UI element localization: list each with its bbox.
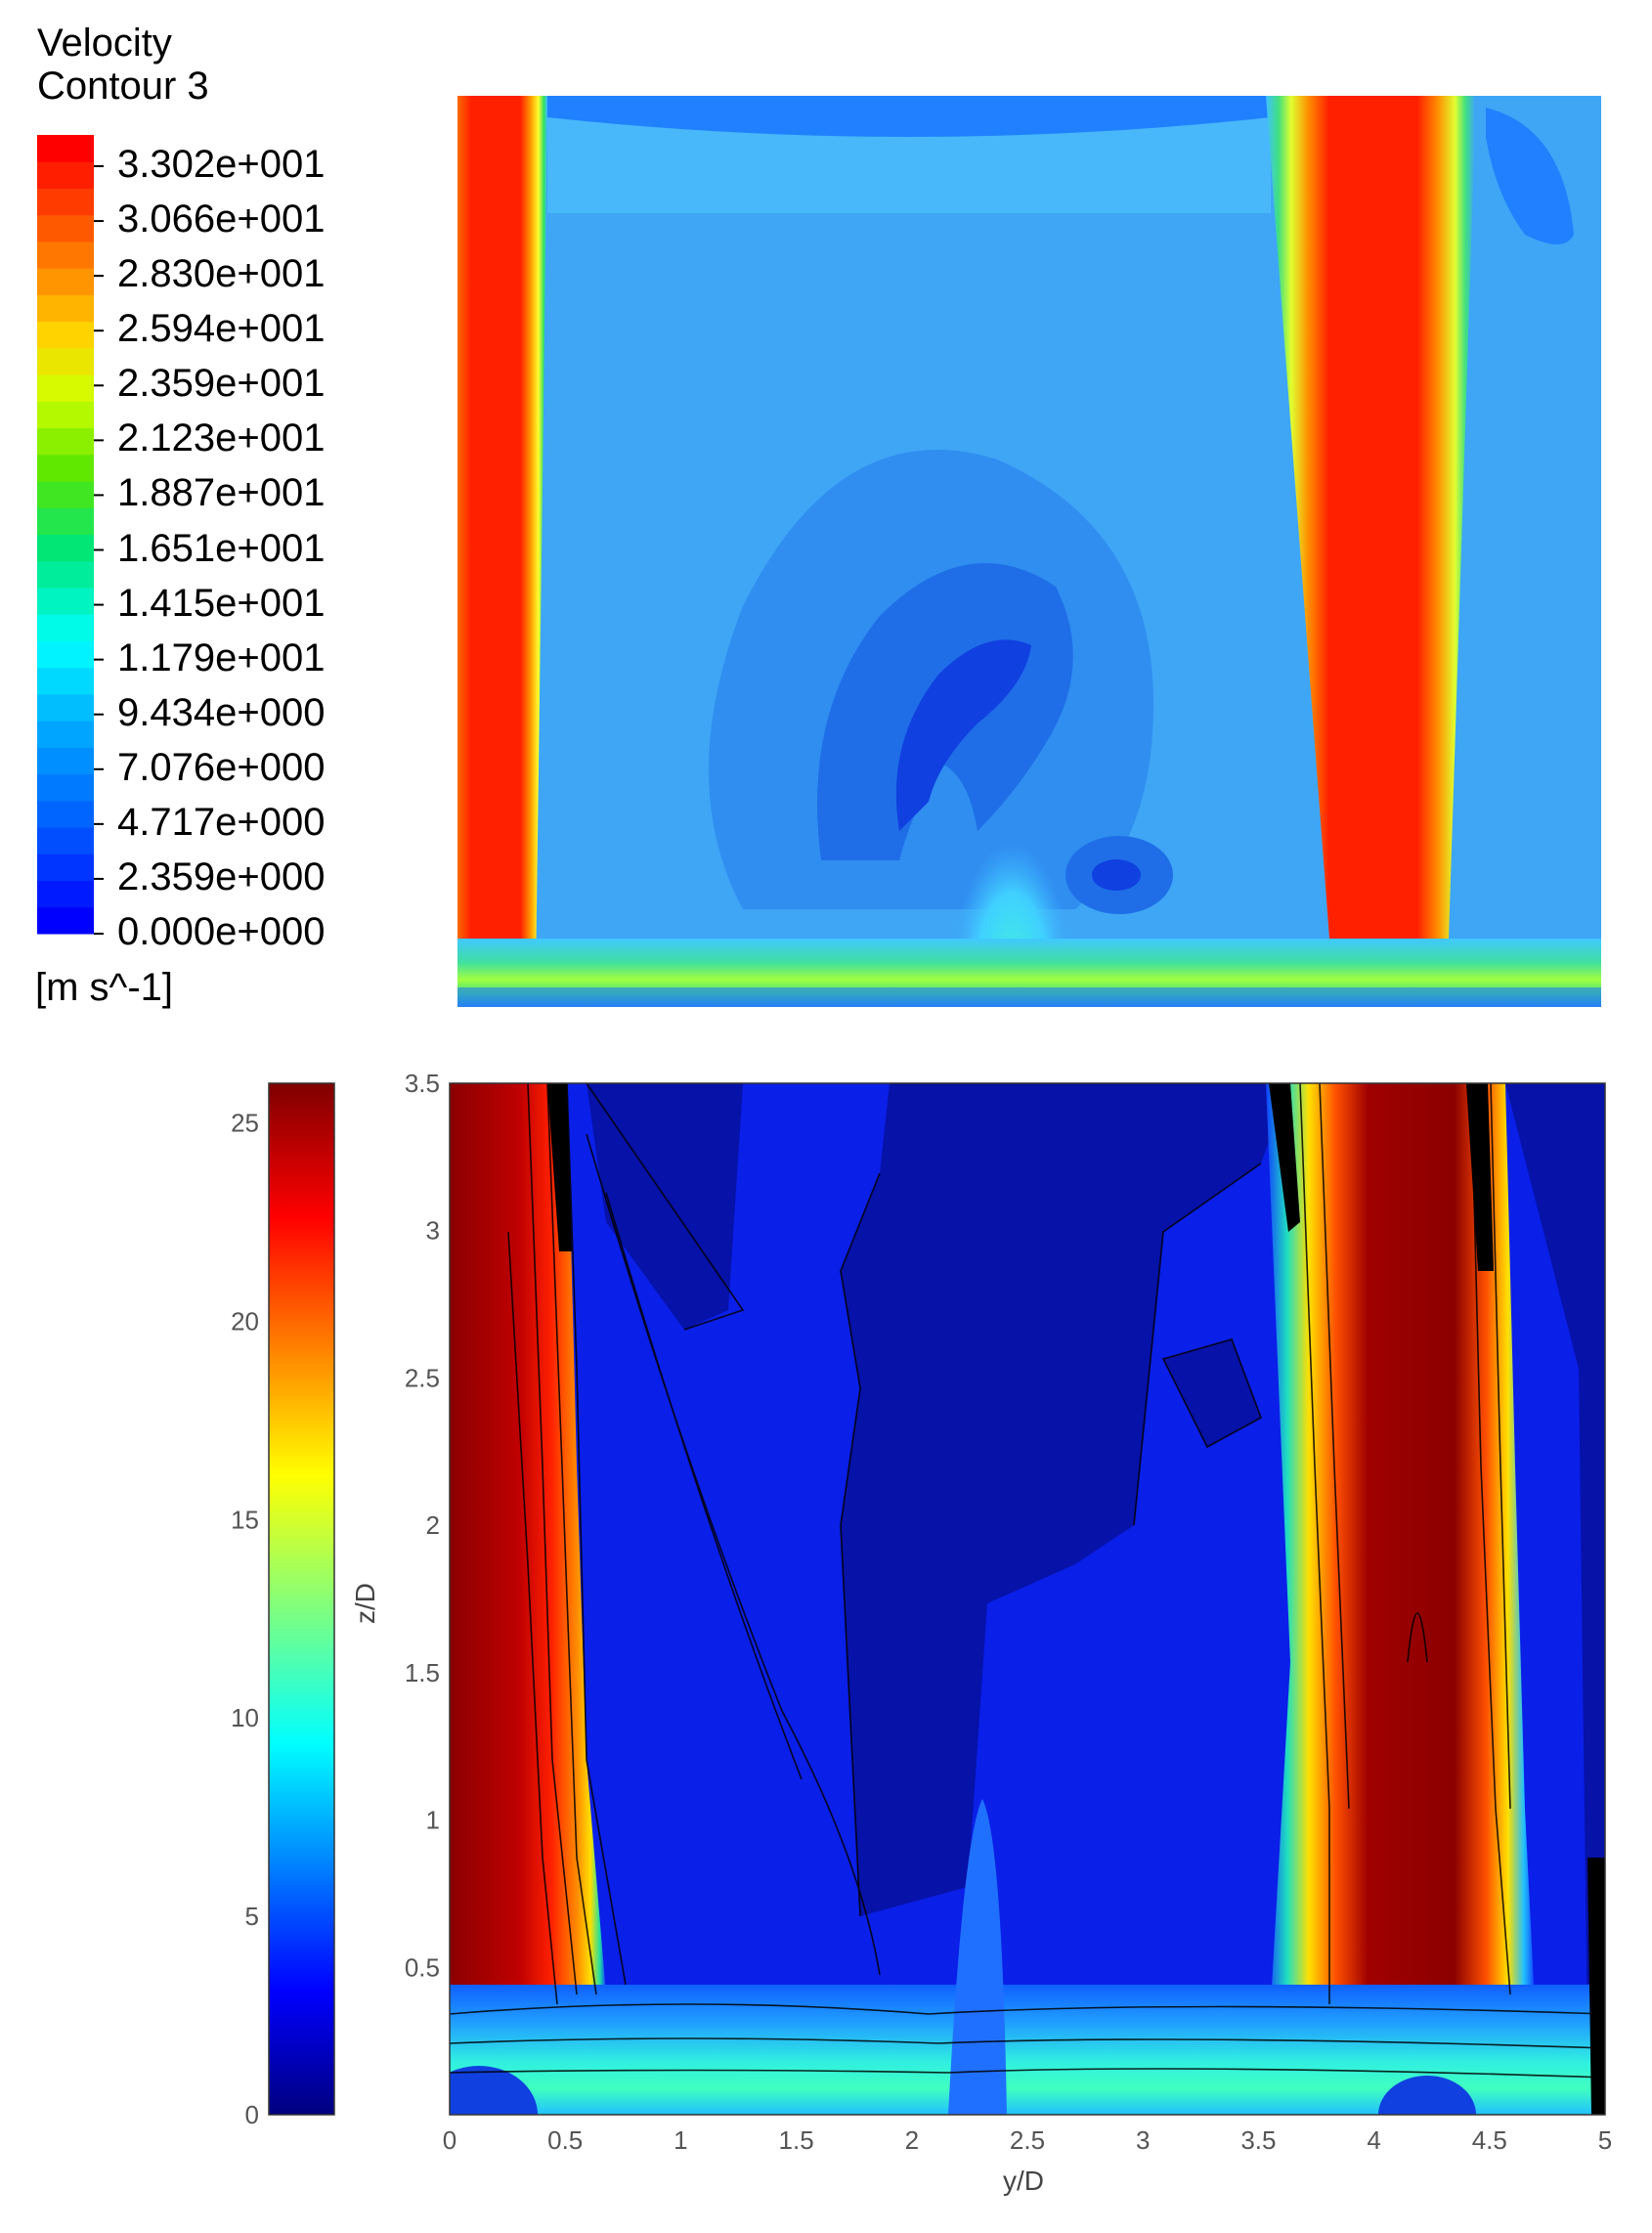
colorbar-step [37, 773, 94, 802]
colorbar-step [37, 693, 94, 722]
legend-tick-label: 2.830e+001 [117, 252, 326, 296]
y-tick-label: 0.5 [405, 1952, 440, 1982]
colorbar-tick-label: 15 [231, 1505, 259, 1534]
legend-title-line1: Velocity [37, 22, 172, 65]
colorbar-step [37, 214, 94, 242]
colorbar-step [37, 747, 94, 775]
colorbar-step [37, 241, 94, 269]
x-tick-label: 0 [443, 2125, 456, 2155]
colorbar-tick-label: 5 [245, 1902, 259, 1931]
x-axis-title: y/D [1003, 2166, 1044, 2196]
top-contour-plot [457, 96, 1601, 1007]
x-tick-label: 2 [905, 2125, 919, 2155]
legend-tick-label: 4.717e+000 [117, 800, 326, 844]
legend-tick-label: 3.066e+001 [117, 197, 326, 241]
x-tick-label: 3 [1136, 2125, 1150, 2155]
y-tick-label: 3.5 [405, 1069, 440, 1098]
colorbar-step [37, 560, 94, 589]
legend-tick-label: 1.179e+001 [117, 635, 326, 679]
colorbar-step [37, 640, 94, 669]
x-tick-label: 1.5 [779, 2125, 814, 2155]
x-tick-label: 3.5 [1240, 2125, 1276, 2155]
colorbar-step [37, 854, 94, 882]
colorbar-step [37, 614, 94, 641]
legend-tick-label: 1.415e+001 [117, 581, 326, 625]
y-axis-title: z/D [350, 1583, 380, 1624]
colorbar-step [37, 534, 94, 562]
colorbar-tick-label: 25 [231, 1109, 259, 1138]
legend-tick-label: 9.434e+000 [117, 690, 326, 734]
colorbar-step [37, 587, 94, 615]
bottom-colorbar-ticks: 0 5 10 15 20 25 [231, 1109, 259, 2129]
bottom-plot-frame [449, 1082, 1606, 2116]
legend-tick-label: 1.887e+001 [117, 471, 326, 515]
y-tick-label: 2.5 [405, 1363, 440, 1392]
colorbar-step [37, 135, 94, 162]
legend-tick-label: 1.651e+001 [117, 526, 326, 570]
y-tick-label: 1 [426, 1806, 440, 1835]
colorbar-tick-label: 10 [231, 1703, 259, 1732]
y-tick-label: 3 [426, 1216, 440, 1246]
legend-tick-label: 3.302e+001 [117, 143, 326, 186]
colorbar-step [37, 481, 94, 508]
legend-tick-label: 2.359e+000 [117, 854, 326, 898]
x-axis-ticks: 0 0.5 1 1.5 2 2.5 3 3.5 4 4.5 5 [443, 2125, 1612, 2155]
legend-title: Velocity Contour 3 [37, 22, 209, 108]
colorbar-step [37, 321, 94, 349]
colorbar-step [37, 268, 94, 295]
colorbar-step [37, 401, 94, 429]
colorbar-step [37, 188, 94, 216]
y-tick-label: 2 [426, 1511, 440, 1540]
legend-title-line2: Contour 3 [37, 65, 209, 108]
x-tick-label: 4 [1367, 2125, 1380, 2155]
colorbar-step [37, 906, 94, 935]
x-tick-label: 0.5 [547, 2125, 583, 2155]
x-tick-label: 4.5 [1472, 2125, 1507, 2155]
x-tick-label: 1 [674, 2125, 687, 2155]
legend-tick-label: 0.000e+000 [117, 910, 326, 953]
colorbar-tick-label: 0 [245, 2100, 259, 2129]
colorbar-step [37, 800, 94, 828]
colorbar-step [37, 667, 94, 695]
colorbar-step [37, 827, 94, 854]
colorbar-tick-label: 20 [231, 1306, 259, 1335]
top-colorbar [37, 135, 104, 935]
colorbar-step [37, 374, 94, 402]
legend-tick-label: 2.594e+001 [117, 307, 326, 351]
y-axis-ticks: 0.5 1 1.5 2 2.5 3 3.5 [405, 1069, 440, 1982]
colorbar-step [37, 454, 94, 482]
y-tick-label: 1.5 [405, 1658, 440, 1687]
colorbar-step [37, 294, 94, 323]
colorbar-step [37, 507, 94, 535]
colorbar-step [37, 347, 94, 375]
colorbar-step [37, 427, 94, 456]
bottom-contour-plot [450, 1083, 1605, 2115]
x-tick-label: 2.5 [1010, 2125, 1045, 2155]
colorbar-step [37, 161, 94, 189]
legend-tick-label: 7.076e+000 [117, 745, 326, 789]
bottom-colorbar [268, 1082, 335, 2116]
legend-units: [m s^-1] [35, 966, 173, 1009]
legend-tick-label: 2.359e+001 [117, 362, 326, 406]
colorbar-step [37, 880, 94, 908]
x-tick-label: 5 [1598, 2125, 1612, 2155]
colorbar-step [37, 721, 94, 748]
legend-tick-label: 2.123e+001 [117, 416, 326, 460]
